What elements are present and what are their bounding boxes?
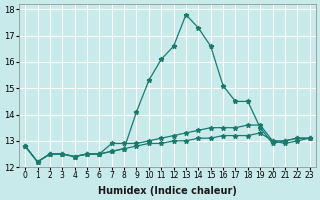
X-axis label: Humidex (Indice chaleur): Humidex (Indice chaleur) <box>98 186 237 196</box>
